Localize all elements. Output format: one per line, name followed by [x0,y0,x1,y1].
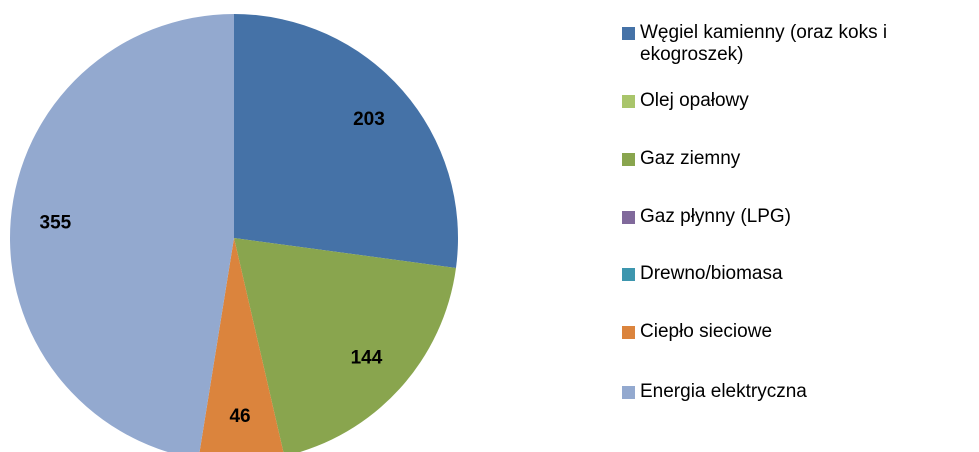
legend-swatch [622,27,635,40]
data-label: 355 [40,213,72,234]
legend-label: Gaz płynny (LPG) [640,206,791,227]
data-label: 46 [229,406,250,427]
legend-item: Gaz ziemny [622,148,979,170]
legend-item: Węgiel kamienny (oraz koks i ekogroszek) [622,22,979,66]
legend-item: Energia elektryczna [622,381,979,403]
legend-item: Olej opałowy [622,90,979,112]
data-label: 144 [351,348,383,369]
legend-label: Gaz ziemny [640,148,741,169]
legend-label: Węgiel kamienny (oraz koks i ekogroszek) [640,22,888,65]
legend-swatch [622,326,635,339]
legend-swatch [622,211,635,224]
legend-label: Olej opałowy [640,90,749,111]
legend-label: Energia elektryczna [640,381,807,402]
pie-slice [199,238,284,452]
legend-label: Ciepło sieciowe [640,321,773,342]
legend-item: Drewno/biomasa [622,263,979,285]
pie-slice [234,14,459,269]
pie-slice [234,238,456,452]
legend-swatch [622,153,635,166]
legend-label: Drewno/biomasa [640,263,783,284]
legend-swatch [622,268,635,281]
legend-item: Gaz płynny (LPG) [622,206,979,228]
legend-swatch [622,95,635,108]
data-label: 203 [353,109,385,130]
legend-swatch [622,386,635,399]
legend: Węgiel kamienny (oraz koks i ekogroszek)… [622,22,979,452]
pie-slice [10,14,234,452]
legend-item: Ciepło sieciowe [622,321,979,343]
